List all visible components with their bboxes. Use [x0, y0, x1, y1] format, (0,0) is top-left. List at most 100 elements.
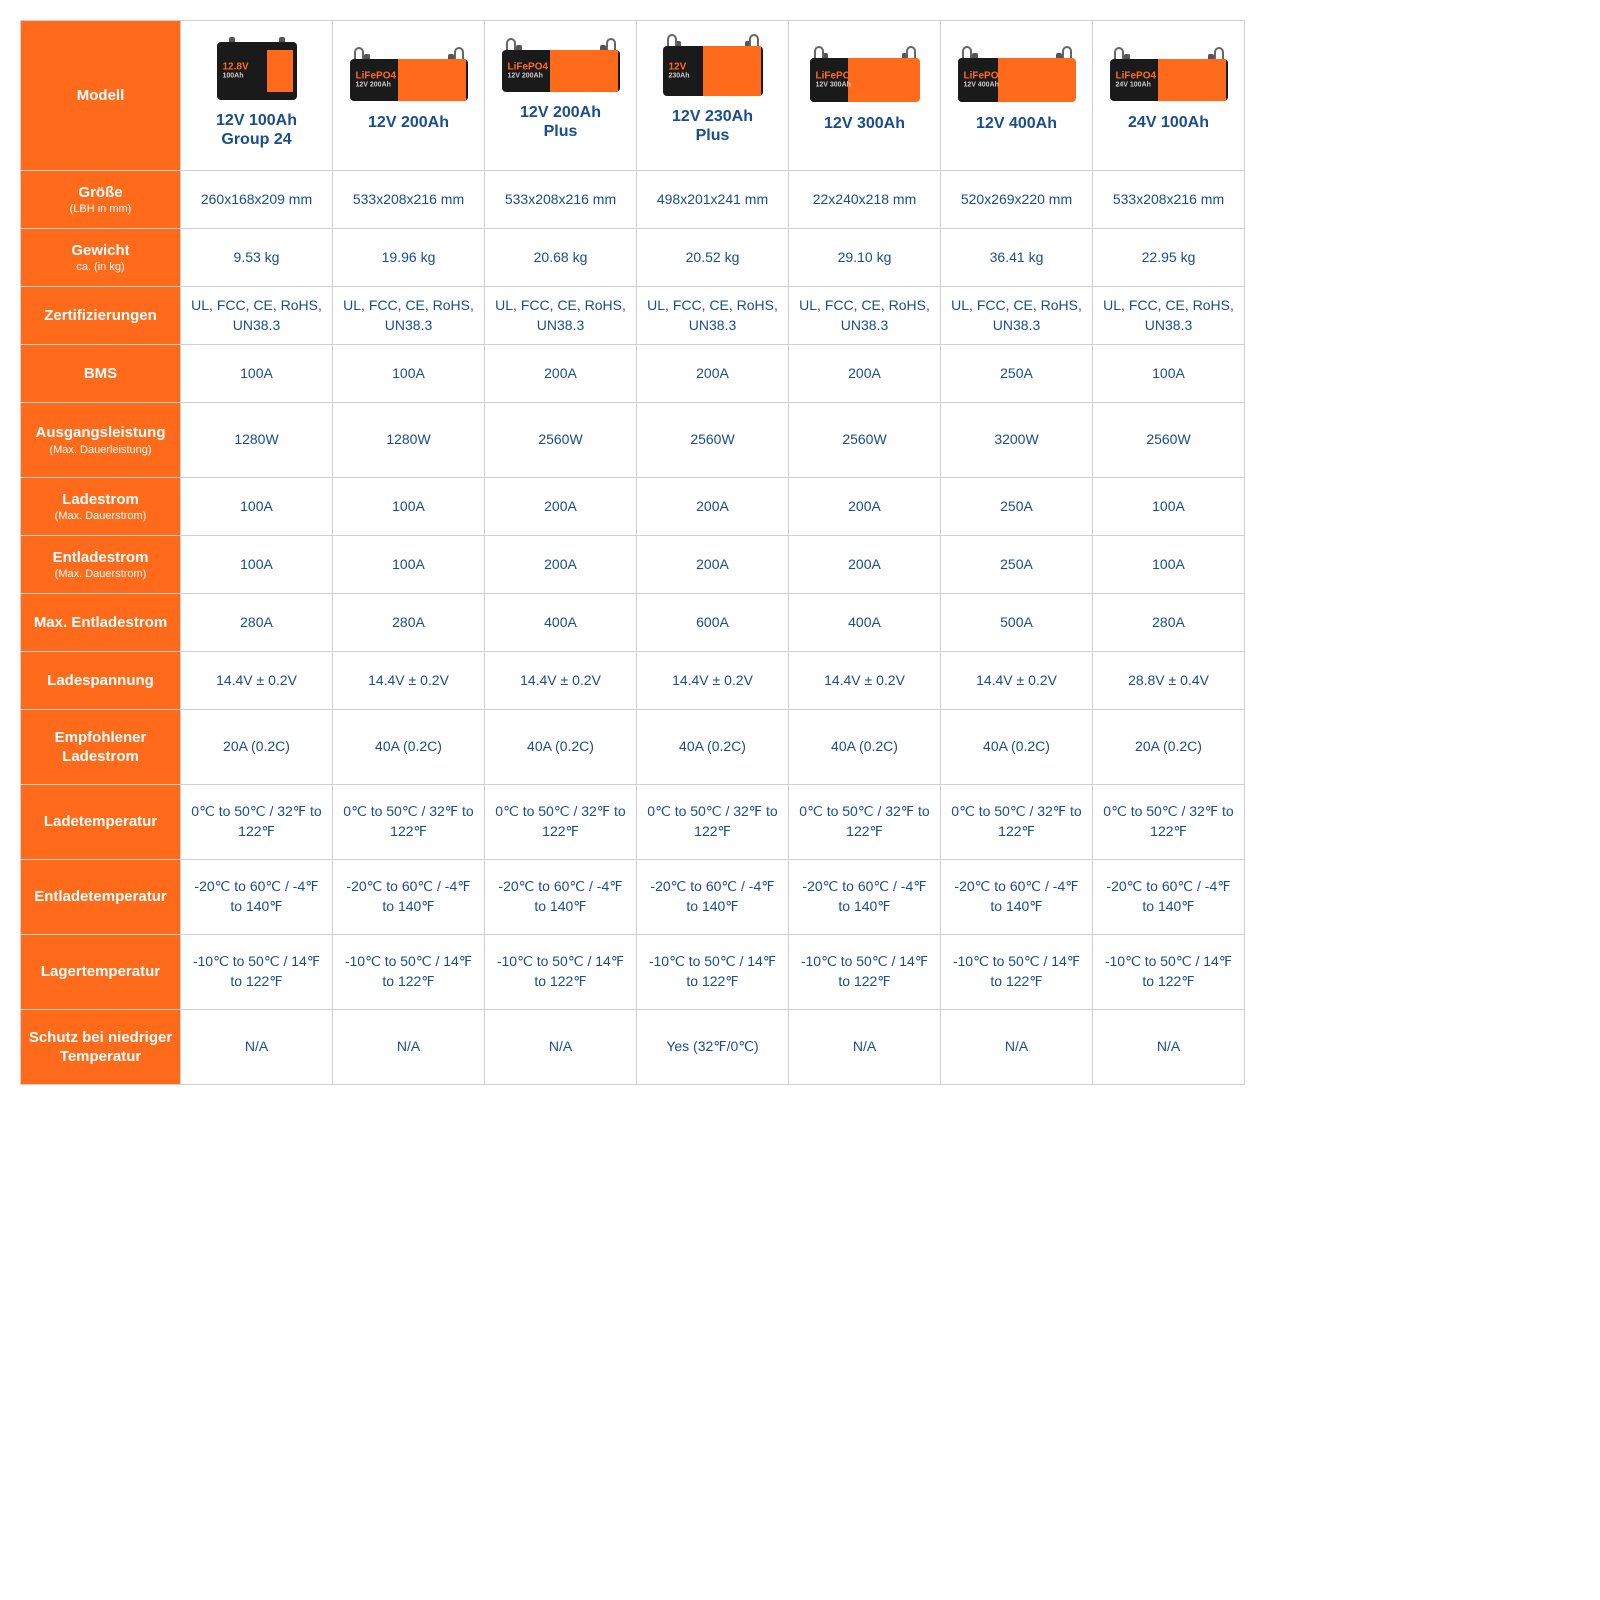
data-cell: UL, FCC, CE, RoHS, UN38.3 [941, 287, 1093, 345]
row-header-main: BMS [84, 365, 117, 382]
data-cell: 533x208x216 mm [485, 171, 637, 229]
data-cell: 100A [1093, 478, 1245, 536]
data-cell: -10℃ to 50℃ / 14℉ to 122℉ [181, 935, 333, 1010]
data-cell: -20℃ to 60℃ / -4℉ to 140℉ [181, 860, 333, 935]
data-cell: 0℃ to 50℃ / 32℉ to 122℉ [485, 785, 637, 860]
data-cell: 200A [485, 536, 637, 594]
row-header-main: Modell [77, 87, 125, 104]
model-name: 12V 230Ah [643, 107, 782, 126]
row-header-sub: (LBH in mm) [27, 202, 174, 216]
row-header-main: Empfohlener Ladestrom [55, 729, 147, 766]
data-cell: 100A [1093, 536, 1245, 594]
data-cell: 14.4V ± 0.2V [333, 652, 485, 710]
battery-icon: LiFePO412V 300Ah [810, 58, 920, 102]
data-cell: 260x168x209 mm [181, 171, 333, 229]
data-cell: N/A [485, 1010, 637, 1085]
battery-icon: LiFePO412V 200Ah [502, 50, 620, 92]
row-header-main: Schutz bei niedriger Temperatur [29, 1029, 172, 1066]
model-cell: 12.8V100Ah12V 100AhGroup 24 [181, 21, 333, 171]
data-cell: 2560W [485, 403, 637, 478]
comparison-table: Modell12.8V100Ah12V 100AhGroup 24LiFePO4… [20, 20, 1245, 1085]
row-header-main: Lagertemperatur [41, 963, 160, 980]
data-cell: 100A [333, 536, 485, 594]
row-header: Modell [21, 21, 181, 171]
row-header: Ladetemperatur [21, 785, 181, 860]
data-cell: 100A [181, 478, 333, 536]
model-name: 12V 100Ah [187, 111, 326, 130]
model-name-sub: Group 24 [187, 130, 326, 149]
data-cell: N/A [333, 1010, 485, 1085]
data-cell: 14.4V ± 0.2V [485, 652, 637, 710]
data-cell: 100A [333, 478, 485, 536]
data-cell: 40A (0.2C) [941, 710, 1093, 785]
row-header: Max. Entladestrom [21, 594, 181, 652]
model-name-sub: Plus [491, 122, 630, 141]
data-cell: UL, FCC, CE, RoHS, UN38.3 [789, 287, 941, 345]
data-cell: N/A [789, 1010, 941, 1085]
data-cell: 200A [637, 345, 789, 403]
data-cell: 40A (0.2C) [333, 710, 485, 785]
data-cell: 200A [789, 536, 941, 594]
model-cell: LiFePO412V 200Ah 12V 200AhPlus [485, 21, 637, 171]
data-cell: 28.8V ± 0.4V [1093, 652, 1245, 710]
data-cell: 40A (0.2C) [637, 710, 789, 785]
data-cell: 533x208x216 mm [1093, 171, 1245, 229]
model-name: 24V 100Ah [1099, 113, 1238, 132]
data-cell: 280A [333, 594, 485, 652]
data-cell: 29.10 kg [789, 229, 941, 287]
data-cell: 40A (0.2C) [789, 710, 941, 785]
data-cell: 250A [941, 536, 1093, 594]
data-cell: 36.41 kg [941, 229, 1093, 287]
data-cell: 20A (0.2C) [181, 710, 333, 785]
data-cell: 14.4V ± 0.2V [637, 652, 789, 710]
data-cell: 19.96 kg [333, 229, 485, 287]
row-header: Lagertemperatur [21, 935, 181, 1010]
row-header: Ladestrom(Max. Dauerstrom) [21, 478, 181, 536]
data-cell: 20A (0.2C) [1093, 710, 1245, 785]
model-name-sub: Plus [643, 126, 782, 145]
battery-icon: LiFePO412V 200Ah [350, 59, 468, 101]
data-cell: 200A [485, 345, 637, 403]
row-header-main: Zertifizierungen [44, 307, 157, 324]
data-cell: -20℃ to 60℃ / -4℉ to 140℉ [485, 860, 637, 935]
data-cell: 280A [181, 594, 333, 652]
model-name: 12V 400Ah [947, 114, 1086, 133]
row-header: Empfohlener Ladestrom [21, 710, 181, 785]
model-cell: LiFePO412V 300Ah12V 300Ah [789, 21, 941, 171]
data-cell: -10℃ to 50℃ / 14℉ to 122℉ [485, 935, 637, 1010]
data-cell: -10℃ to 50℃ / 14℉ to 122℉ [333, 935, 485, 1010]
data-cell: 14.4V ± 0.2V [789, 652, 941, 710]
data-cell: Yes (32℉/0℃) [637, 1010, 789, 1085]
battery-icon: LiFePO424V 100Ah [1110, 59, 1228, 101]
data-cell: 500A [941, 594, 1093, 652]
data-cell: -10℃ to 50℃ / 14℉ to 122℉ [637, 935, 789, 1010]
row-header: BMS [21, 345, 181, 403]
row-header-main: Gewicht [71, 242, 129, 259]
data-cell: UL, FCC, CE, RoHS, UN38.3 [1093, 287, 1245, 345]
row-header: Gewichtca. (in kg) [21, 229, 181, 287]
data-cell: -10℃ to 50℃ / 14℉ to 122℉ [1093, 935, 1245, 1010]
row-header-main: Ladespannung [47, 672, 154, 689]
data-cell: UL, FCC, CE, RoHS, UN38.3 [333, 287, 485, 345]
data-cell: 600A [637, 594, 789, 652]
data-cell: 100A [181, 345, 333, 403]
data-cell: 3200W [941, 403, 1093, 478]
row-header: Ladespannung [21, 652, 181, 710]
row-header-main: Entladetemperatur [34, 888, 167, 905]
data-cell: 200A [789, 478, 941, 536]
data-cell: UL, FCC, CE, RoHS, UN38.3 [637, 287, 789, 345]
data-cell: -20℃ to 60℃ / -4℉ to 140℉ [333, 860, 485, 935]
data-cell: 250A [941, 345, 1093, 403]
data-cell: 100A [333, 345, 485, 403]
model-name: 12V 200Ah [491, 103, 630, 122]
data-cell: 0℃ to 50℃ / 32℉ to 122℉ [1093, 785, 1245, 860]
row-header-sub: ca. (in kg) [27, 260, 174, 274]
model-cell: LiFePO412V 200Ah12V 200Ah [333, 21, 485, 171]
battery-icon: 12V230Ah [663, 46, 763, 96]
data-cell: 0℃ to 50℃ / 32℉ to 122℉ [637, 785, 789, 860]
data-cell: -10℃ to 50℃ / 14℉ to 122℉ [789, 935, 941, 1010]
data-cell: 498x201x241 mm [637, 171, 789, 229]
data-cell: 0℃ to 50℃ / 32℉ to 122℉ [181, 785, 333, 860]
data-cell: 0℃ to 50℃ / 32℉ to 122℉ [789, 785, 941, 860]
data-cell: 1280W [181, 403, 333, 478]
